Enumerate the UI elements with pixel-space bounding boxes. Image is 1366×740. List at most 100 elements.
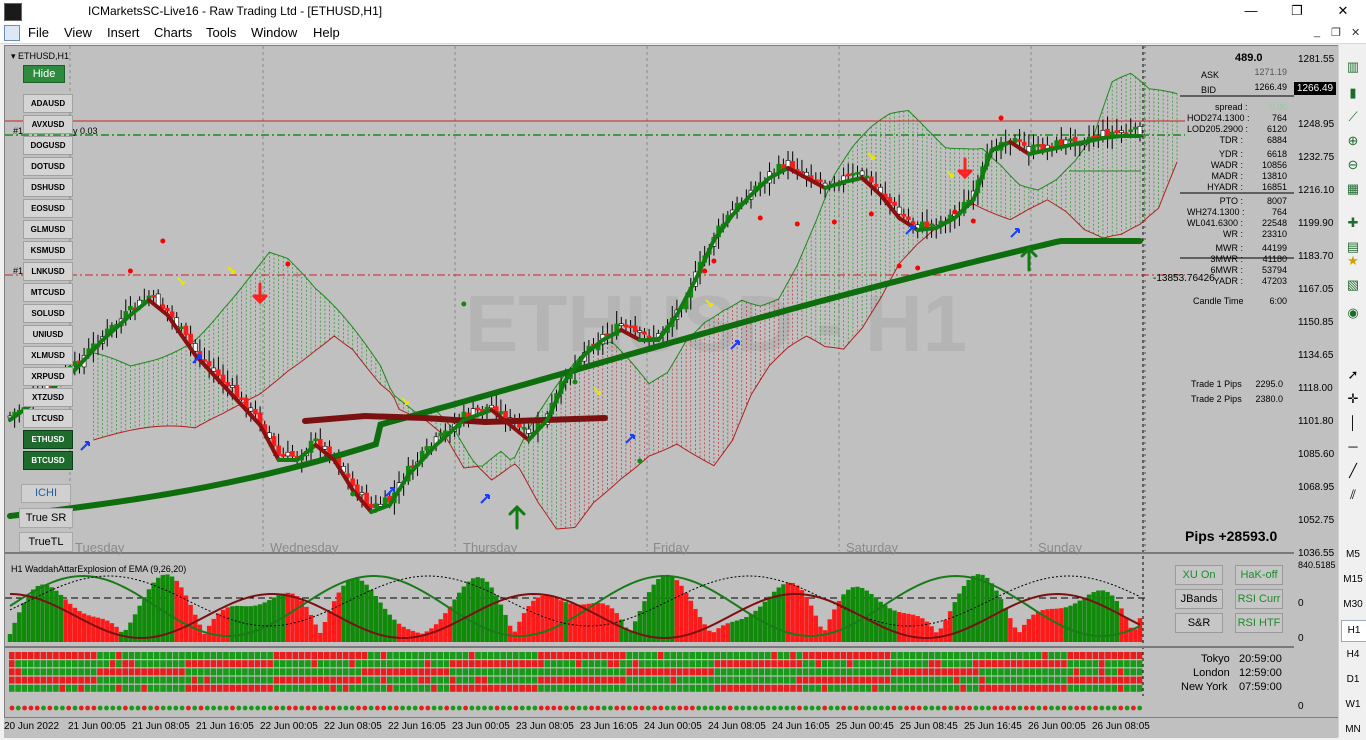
xu-on-button[interactable]: XU On: [1175, 565, 1223, 585]
hak-off-button[interactable]: HaK-off: [1235, 565, 1283, 585]
info-label: LOD205.2900 :: [1187, 124, 1249, 134]
ichi-button[interactable]: ICHI: [21, 484, 71, 503]
trendline-icon[interactable]: ╱: [1349, 463, 1357, 478]
session-newyork-city: New York: [1181, 681, 1228, 693]
rsi-curr-button[interactable]: RSI Curr: [1235, 589, 1283, 609]
time-tick: 21 Jun 08:05: [132, 721, 190, 732]
spread-label: spread :: [1215, 102, 1248, 112]
mdi-restore-button[interactable]: ❐: [1331, 27, 1341, 39]
day-label-sunday: Sunday: [1038, 540, 1083, 555]
price-tick: 1281.55: [1298, 54, 1335, 65]
signal-arrows: [80, 152, 1038, 530]
info-value: 47203: [1261, 276, 1287, 286]
true-tl-button[interactable]: TrueTL: [19, 532, 73, 552]
timeframe-h1[interactable]: H1: [1341, 620, 1366, 642]
symbol-button-btcusd[interactable]: BTCUSD: [23, 451, 73, 470]
app-icon: [4, 3, 22, 21]
symbol-button-solusd[interactable]: SOLUSD: [23, 304, 73, 323]
line-chart-icon[interactable]: ⟋: [1348, 109, 1358, 124]
rsi-htf-button[interactable]: RSI HTF: [1235, 613, 1283, 633]
symbol-button-dogusd[interactable]: DOGUSD: [23, 136, 73, 155]
restore-button[interactable]: ❐: [1291, 3, 1303, 18]
symbol-button-ethusd[interactable]: ETHUSD: [23, 430, 73, 449]
symbol-button-xlmusd[interactable]: XLMUSD: [23, 346, 73, 365]
time-axis[interactable]: 20 Jun 2022 21 Jun 00:05 21 Jun 08:05 21 Ju…: [4, 717, 1338, 738]
vertical-line-icon[interactable]: │: [1348, 415, 1358, 430]
info-value: 53794: [1261, 265, 1287, 275]
crosshair-icon[interactable]: ✛: [1347, 391, 1359, 406]
price-tick: 1068.95: [1298, 482, 1335, 493]
periods-icon[interactable]: ▧: [1346, 277, 1360, 292]
chart-window[interactable]: ETHUSD - H1 Tuesday Wednesday Thursday F…: [4, 45, 1296, 719]
current-price-tag: 1266.49: [1294, 82, 1336, 95]
symbol-button-uniusd[interactable]: UNIUSD: [23, 325, 73, 344]
minimize-button[interactable]: —: [1244, 3, 1258, 18]
close-button[interactable]: ✕: [1337, 3, 1349, 18]
chart-canvas[interactable]: ETHUSD - H1 Tuesday Wednesday Thursday F…: [5, 46, 1295, 718]
session-newyork-time: 07:59:00: [1239, 681, 1282, 693]
symbol-button-avxusd[interactable]: AVXUSD: [23, 115, 73, 134]
s-and-r-button[interactable]: S&R: [1175, 613, 1223, 633]
symbol-button-xtzusd[interactable]: XTZUSD: [23, 388, 73, 407]
symbol-button-eosusd[interactable]: EOSUSD: [23, 199, 73, 218]
session-london-city: London: [1193, 667, 1230, 679]
symbol-button-mtcusd[interactable]: MTCUSD: [23, 283, 73, 302]
mdi-close-button[interactable]: ✕: [1351, 27, 1361, 39]
symbol-button-ksmusd[interactable]: KSMUSD: [23, 241, 73, 260]
favorites-icon[interactable]: ★: [1347, 253, 1359, 268]
timeframe-m30[interactable]: M30: [1343, 599, 1363, 610]
templates-icon[interactable]: ▤: [1346, 239, 1360, 254]
info-label: WADR :: [1210, 160, 1243, 170]
cursor-icon[interactable]: ➚: [1347, 367, 1359, 382]
symbol-button-glmusd[interactable]: GLMUSD: [23, 220, 73, 239]
channel-icon[interactable]: ⫽: [1350, 487, 1356, 502]
menu-help[interactable]: Help: [313, 25, 340, 40]
price-tick: 1183.70: [1298, 251, 1334, 262]
timeframe-m5[interactable]: M5: [1346, 549, 1360, 560]
zoom-out-icon[interactable]: ⊖: [1347, 157, 1359, 172]
menu-window[interactable]: Window: [251, 25, 298, 40]
candlestick-icon[interactable]: ▮: [1349, 85, 1357, 100]
menu-insert[interactable]: Insert: [107, 25, 140, 40]
moving-averages: [7, 115, 1143, 519]
oscillator-panel: [5, 574, 1145, 642]
menu-tools[interactable]: Tools: [206, 25, 237, 40]
tile-icon[interactable]: ▦: [1346, 181, 1360, 196]
true-sr-button[interactable]: True SR: [19, 508, 73, 528]
symbol-button-adausd[interactable]: ADAUSD: [23, 94, 73, 113]
menu-file[interactable]: File: [28, 25, 49, 40]
indicators-icon[interactable]: ✚: [1347, 215, 1359, 230]
time-tick: 24 Jun 00:05: [644, 721, 702, 732]
symbol-button-xrpusd[interactable]: XRPUSD: [23, 367, 73, 386]
symbol-button-dshusd[interactable]: DSHUSD: [23, 178, 73, 197]
trade2-label: Trade 2 Pips: [1191, 394, 1242, 404]
osc-axis-zero: 0: [1298, 598, 1304, 609]
document-icon[interactable]: [4, 25, 20, 41]
symbol-button-ltcusd[interactable]: LTCUSD: [23, 409, 73, 428]
day-label-tuesday: Tuesday: [75, 540, 125, 555]
price-axis[interactable]: 1281.55 1248.95 1232.75 1216.10 1199.90 1183.…: [1294, 45, 1338, 719]
timeframe-mn[interactable]: MN: [1345, 724, 1361, 735]
horizontal-line-icon[interactable]: ─: [1348, 439, 1358, 454]
timeframe-d1[interactable]: D1: [1346, 674, 1360, 685]
info-value: 764: [1271, 207, 1287, 217]
chart-symbol-label: ▾ ETHUSD,H1: [11, 51, 69, 61]
info-label: YADR :: [1213, 276, 1243, 286]
profile-icon[interactable]: ◉: [1347, 305, 1359, 320]
menu-view[interactable]: View: [64, 25, 92, 40]
jbands-button[interactable]: JBands: [1175, 589, 1223, 609]
mdi-minimize-button[interactable]: _: [1314, 26, 1321, 38]
symbol-button-lnkusd[interactable]: LNKUSD: [23, 262, 73, 281]
day-label-wednesday: Wednesday: [270, 540, 339, 555]
price-tick: 1036.55: [1298, 548, 1335, 559]
timeframe-h4[interactable]: H4: [1346, 649, 1360, 660]
info-top-value: 489.0: [1235, 52, 1263, 64]
horizontal-lines: [5, 95, 1295, 276]
timeframe-w1[interactable]: W1: [1345, 699, 1361, 710]
menu-charts[interactable]: Charts: [154, 25, 193, 40]
bar-chart-icon[interactable]: ▥: [1346, 59, 1360, 74]
hide-button[interactable]: Hide: [23, 65, 65, 83]
zoom-in-icon[interactable]: ⊕: [1347, 133, 1359, 148]
symbol-button-dotusd[interactable]: DOTUSD: [23, 157, 73, 176]
timeframe-m15[interactable]: M15: [1343, 574, 1363, 585]
